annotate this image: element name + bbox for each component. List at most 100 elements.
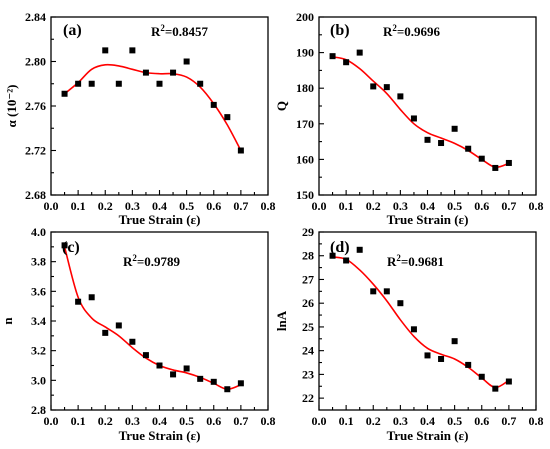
panel-d-xtick-label: 0.8: [529, 414, 544, 428]
panel-a-xtick-label: 0.3: [125, 199, 140, 213]
panel-b-ytick-label: 170: [296, 117, 314, 131]
panel-b-points-group: [329, 49, 512, 171]
panel-b-ytick-label: 160: [296, 152, 314, 166]
panel-d-xlabel: True Strain (ε): [387, 428, 469, 443]
panel-c-ytick-label: 3.8: [31, 255, 46, 269]
panel-d-r2-letter: R: [387, 254, 397, 269]
panel-d-data-point: [451, 338, 458, 345]
panel-c-ytick-label: 3.0: [31, 373, 46, 387]
panel-d-fit-group: [332, 256, 510, 389]
panel-a-data-point: [183, 58, 190, 65]
panel-b-ytick-label: 150: [296, 188, 314, 202]
panel-c-ylabel: n: [0, 317, 15, 325]
panel-d-data-point: [424, 352, 431, 359]
panel-c-xtick-label: 0.6: [206, 414, 221, 428]
panel-b-frame: [318, 16, 537, 196]
panel-c-data-point: [142, 352, 149, 359]
panel-d-data-point: [465, 361, 472, 368]
panel-b-data-point: [397, 93, 404, 100]
panel-a-xlabel: True Strain (ε): [119, 212, 201, 227]
panel-c-data-point: [156, 362, 163, 369]
panel-c-data-point: [197, 375, 204, 382]
panel-d-xtick-label: 0.4: [420, 414, 435, 428]
panel-b-data-point: [438, 140, 445, 147]
panel-a-data-point: [142, 69, 149, 76]
panel-a-ticks-group: 0.0 0.1 0.2 0.3 0.4 0.5 0.6 0.7 0.8 2.68 2.72 2.76 2…: [25, 10, 276, 213]
panel-b-xtick-label: 0.3: [393, 199, 408, 213]
panel-a-xtick-label: 0.4: [152, 199, 167, 213]
panel-d-ytick-label: 25: [302, 320, 314, 334]
panel-c-ytick-label: 3.4: [31, 314, 46, 328]
panel-b-data-point: [383, 84, 390, 91]
panel-c-xtick-label: 0.3: [125, 414, 140, 428]
panel-a-r2-sup: 2: [160, 23, 165, 33]
panel-b-data-point: [356, 49, 363, 56]
panel-b-r2-value: =0.9696: [397, 24, 441, 39]
panel-c-xtick-label: 0.8: [261, 414, 276, 428]
panel-c-r2-sup: 2: [132, 253, 137, 263]
panel-d-xtick-label: 0.5: [447, 414, 462, 428]
panel-a-r2-value: =0.8457: [165, 24, 209, 39]
panel-d-ytick-label: 24: [302, 344, 314, 358]
panel-b-r2-sup: 2: [392, 23, 397, 33]
panel-a-data-point: [156, 80, 163, 87]
panel-b-ticks-group: 0.0 0.1 0.2 0.3 0.4 0.5 0.6 0.7 0.8 150 160 170 180 1…: [296, 10, 544, 213]
panel-b-ytick-label: 200: [296, 10, 314, 24]
panel-d-xtick-label: 0.3: [393, 414, 408, 428]
panel-c-xlabel: True Strain (ε): [119, 428, 201, 443]
panel-b-ylabel: Q: [274, 101, 289, 111]
panel-b-fit-group: [332, 56, 510, 169]
panel-b-xtick-label: 0.2: [366, 199, 381, 213]
panel-b-ytick-label: 180: [296, 81, 314, 95]
panel-b-r2-letter: R: [383, 24, 393, 39]
panel-c-data-point: [183, 365, 190, 372]
panel-a-data-point: [210, 101, 217, 108]
panel-c-points-group: [61, 242, 244, 393]
panel-b-xtick-label: 0.4: [420, 199, 435, 213]
panel-c-r2-value: =0.9789: [137, 254, 181, 269]
panel-d-data-point: [492, 385, 499, 392]
panel-b-xtick-label: 0.8: [529, 199, 544, 213]
panel-c-data-point: [170, 371, 177, 378]
panel-a-data-point: [224, 114, 231, 121]
panel-d-data-point: [410, 326, 417, 333]
panel-d-ytick-label: 28: [302, 249, 314, 263]
panel-a-ytick-label: 2.68: [25, 188, 46, 202]
panel-d-ytick-label: 27: [302, 272, 314, 286]
panel-a-data-point: [88, 80, 95, 87]
panel-c-data-point: [102, 329, 109, 336]
panel-a-xtick-label: 0.5: [179, 199, 194, 213]
panel-d-data-point: [478, 373, 485, 380]
panel-a-points-group: [61, 47, 244, 154]
panel-c: 0.0 0.1 0.2 0.3 0.4 0.5 0.6 0.7 0.8 2.8 3.0 3.2 3.4 3…: [0, 225, 276, 443]
panel-c-data-point: [237, 380, 244, 387]
panel-d-points-group: [329, 246, 512, 392]
panel-c-data-point: [210, 378, 217, 385]
panel-d-data-point: [370, 288, 377, 295]
panel-b-r2: R2=0.9696: [383, 23, 441, 39]
panel-c-r2: R2=0.9789: [123, 253, 181, 269]
panel-d: 0.0 0.1 0.2 0.3 0.4 0.5 0.6 0.7 0.8 22 23 24 25 26 27 2…: [274, 225, 544, 443]
panel-b-fit-curve: [332, 56, 510, 169]
panel-b-data-point: [505, 159, 512, 166]
panel-d-ylabel: lnA: [274, 310, 289, 331]
panel-d-ytick-label: 23: [302, 367, 314, 381]
panel-d-data-point: [329, 252, 336, 259]
panel-b-ytick-label: 190: [296, 46, 314, 60]
panel-a-xtick-label: 0.6: [206, 199, 221, 213]
panel-a-r2: R2=0.8457: [151, 23, 209, 39]
panel-c-xtick-label: 0.4: [152, 414, 167, 428]
panel-a-data-point: [61, 90, 68, 97]
panel-b-data-point: [465, 145, 472, 152]
panel-d-ytick-label: 26: [302, 296, 314, 310]
panel-a-frame: [50, 16, 269, 196]
panel-c-xtick-label: 0.7: [233, 414, 248, 428]
panel-b-xtick-label: 0.0: [312, 199, 327, 213]
panel-d-r2-sup: 2: [396, 253, 401, 263]
panel-a-data-point: [170, 69, 177, 76]
panel-c-data-point: [75, 298, 82, 305]
panel-a-ytick-label: 2.84: [25, 10, 46, 24]
panel-a-data-point: [102, 47, 109, 54]
panel-a-ytick-label: 2.80: [25, 55, 46, 69]
